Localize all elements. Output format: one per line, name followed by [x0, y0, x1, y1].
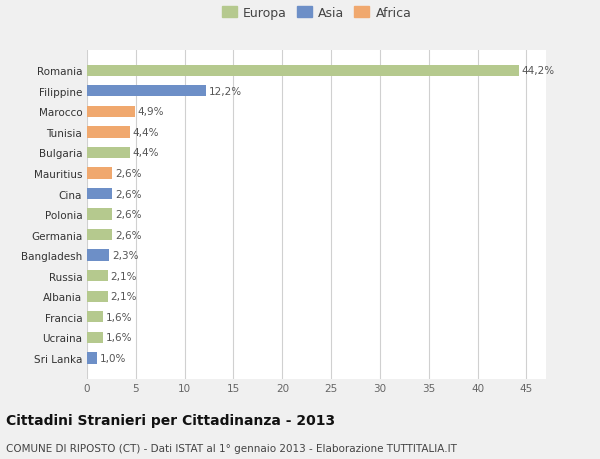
- Text: 44,2%: 44,2%: [521, 66, 555, 76]
- Bar: [87, 230, 112, 241]
- Text: 1,6%: 1,6%: [106, 312, 132, 322]
- Text: COMUNE DI RIPOSTO (CT) - Dati ISTAT al 1° gennaio 2013 - Elaborazione TUTTITALIA: COMUNE DI RIPOSTO (CT) - Dati ISTAT al 1…: [6, 443, 457, 453]
- Bar: [87, 147, 130, 159]
- Bar: [87, 209, 112, 220]
- Text: 4,9%: 4,9%: [138, 107, 164, 117]
- Bar: [87, 65, 518, 77]
- Text: 2,6%: 2,6%: [115, 168, 142, 179]
- Text: 2,1%: 2,1%: [110, 271, 137, 281]
- Bar: [87, 332, 103, 343]
- Bar: [87, 106, 135, 118]
- Bar: [87, 86, 206, 97]
- Bar: [87, 127, 130, 138]
- Bar: [87, 291, 107, 302]
- Bar: [87, 312, 103, 323]
- Text: 2,1%: 2,1%: [110, 291, 137, 302]
- Text: 2,6%: 2,6%: [115, 230, 142, 240]
- Text: 12,2%: 12,2%: [209, 87, 242, 96]
- Bar: [87, 189, 112, 200]
- Bar: [87, 353, 97, 364]
- Bar: [87, 270, 107, 282]
- Text: Cittadini Stranieri per Cittadinanza - 2013: Cittadini Stranieri per Cittadinanza - 2…: [6, 414, 335, 428]
- Text: 1,6%: 1,6%: [106, 333, 132, 342]
- Text: 4,4%: 4,4%: [133, 128, 160, 138]
- Text: 2,6%: 2,6%: [115, 210, 142, 219]
- Text: 4,4%: 4,4%: [133, 148, 160, 158]
- Bar: [87, 250, 109, 261]
- Bar: [87, 168, 112, 179]
- Text: 2,3%: 2,3%: [112, 251, 139, 261]
- Text: 2,6%: 2,6%: [115, 189, 142, 199]
- Text: 1,0%: 1,0%: [100, 353, 126, 363]
- Legend: Europa, Asia, Africa: Europa, Asia, Africa: [219, 4, 414, 22]
